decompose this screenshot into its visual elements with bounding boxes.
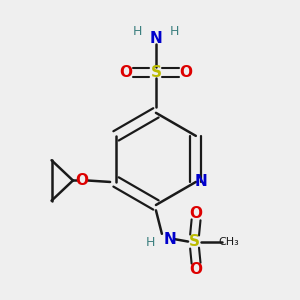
Text: O: O xyxy=(120,65,133,80)
Text: CH₃: CH₃ xyxy=(218,236,239,247)
Text: O: O xyxy=(179,65,192,80)
Text: O: O xyxy=(75,173,88,188)
Text: H: H xyxy=(146,236,156,249)
Text: O: O xyxy=(190,262,202,277)
Text: H: H xyxy=(133,25,142,38)
Text: H: H xyxy=(170,25,179,38)
Text: N: N xyxy=(164,232,176,247)
Text: S: S xyxy=(150,65,161,80)
Text: S: S xyxy=(189,234,200,249)
Text: O: O xyxy=(190,206,202,221)
Text: N: N xyxy=(150,31,162,46)
Text: N: N xyxy=(194,175,207,190)
